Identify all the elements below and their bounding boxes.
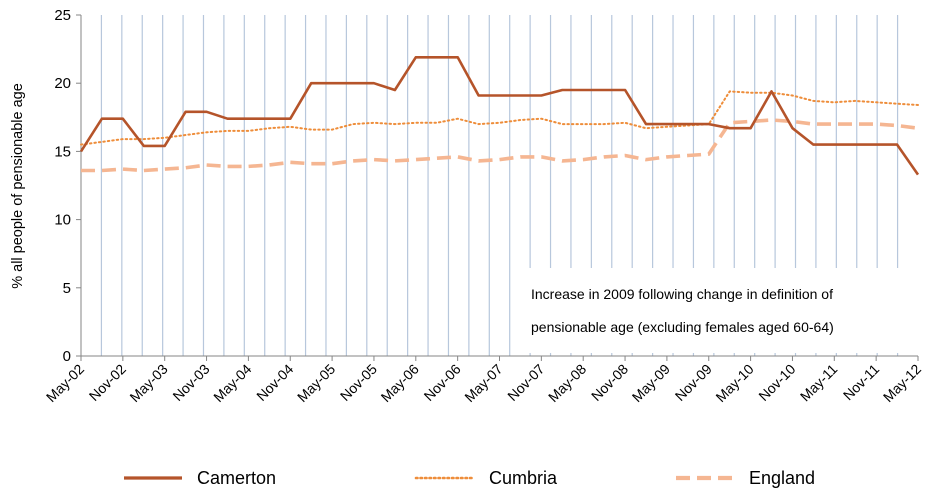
- y-axis-label: % all people of pensionable age: [10, 83, 26, 289]
- x-tick-label: Nov-06: [421, 361, 464, 404]
- x-tick-label: Nov-08: [588, 361, 631, 404]
- x-tick-label: Nov-02: [86, 361, 129, 404]
- x-tick-label: May-10: [712, 361, 756, 405]
- x-tick-label: Nov-11: [840, 361, 883, 404]
- x-tick-label: May-11: [797, 361, 841, 405]
- y-tick-label: 15: [54, 143, 71, 160]
- legend-label-camerton: Camerton: [197, 468, 276, 488]
- x-tick-label: May-12: [880, 361, 924, 405]
- annotation-line-1: Increase in 2009 following change in def…: [531, 286, 833, 302]
- legend-label-cumbria: Cumbria: [489, 468, 558, 488]
- x-tick-label: Nov-05: [337, 361, 380, 404]
- annotation-box: Increase in 2009 following change in def…: [514, 268, 922, 353]
- y-tick-label: 5: [63, 280, 71, 297]
- y-tick-labels: 0 5 10 15 20 25: [54, 7, 71, 365]
- legend-label-england: England: [749, 468, 815, 488]
- x-tick-label: May-02: [43, 361, 87, 405]
- x-tick-label: Nov-04: [253, 361, 296, 404]
- x-tick-label: Nov-09: [672, 361, 715, 404]
- x-tick-label: Nov-10: [755, 361, 798, 404]
- legend: Camerton Cumbria England: [124, 468, 815, 488]
- x-tick-label: May-08: [545, 361, 589, 405]
- series-line-england: [81, 118, 919, 173]
- series-line-camerton: [79, 55, 920, 176]
- annotation-line-2: pensionable age (excluding females aged …: [531, 319, 834, 335]
- x-tick-labels: May-02Nov-02May-03Nov-03May-04Nov-04May-…: [43, 361, 924, 405]
- y-tick-label: 0: [63, 348, 71, 365]
- series-lines: [79, 55, 920, 176]
- x-tick-label: Nov-03: [169, 361, 212, 404]
- x-tick-label: May-06: [378, 361, 422, 405]
- axes: [76, 14, 919, 361]
- y-tick-label: 20: [54, 75, 71, 92]
- y-tick-label: 25: [54, 7, 71, 24]
- x-tick-label: May-07: [461, 361, 505, 405]
- series-line-cumbria: [80, 90, 919, 146]
- x-tick-label: May-05: [294, 361, 338, 405]
- x-tick-label: Nov-07: [504, 361, 547, 404]
- y-tick-label: 10: [54, 212, 71, 229]
- x-tick-label: May-04: [210, 361, 254, 405]
- x-tick-label: May-03: [126, 361, 170, 405]
- x-tick-label: May-09: [629, 361, 673, 405]
